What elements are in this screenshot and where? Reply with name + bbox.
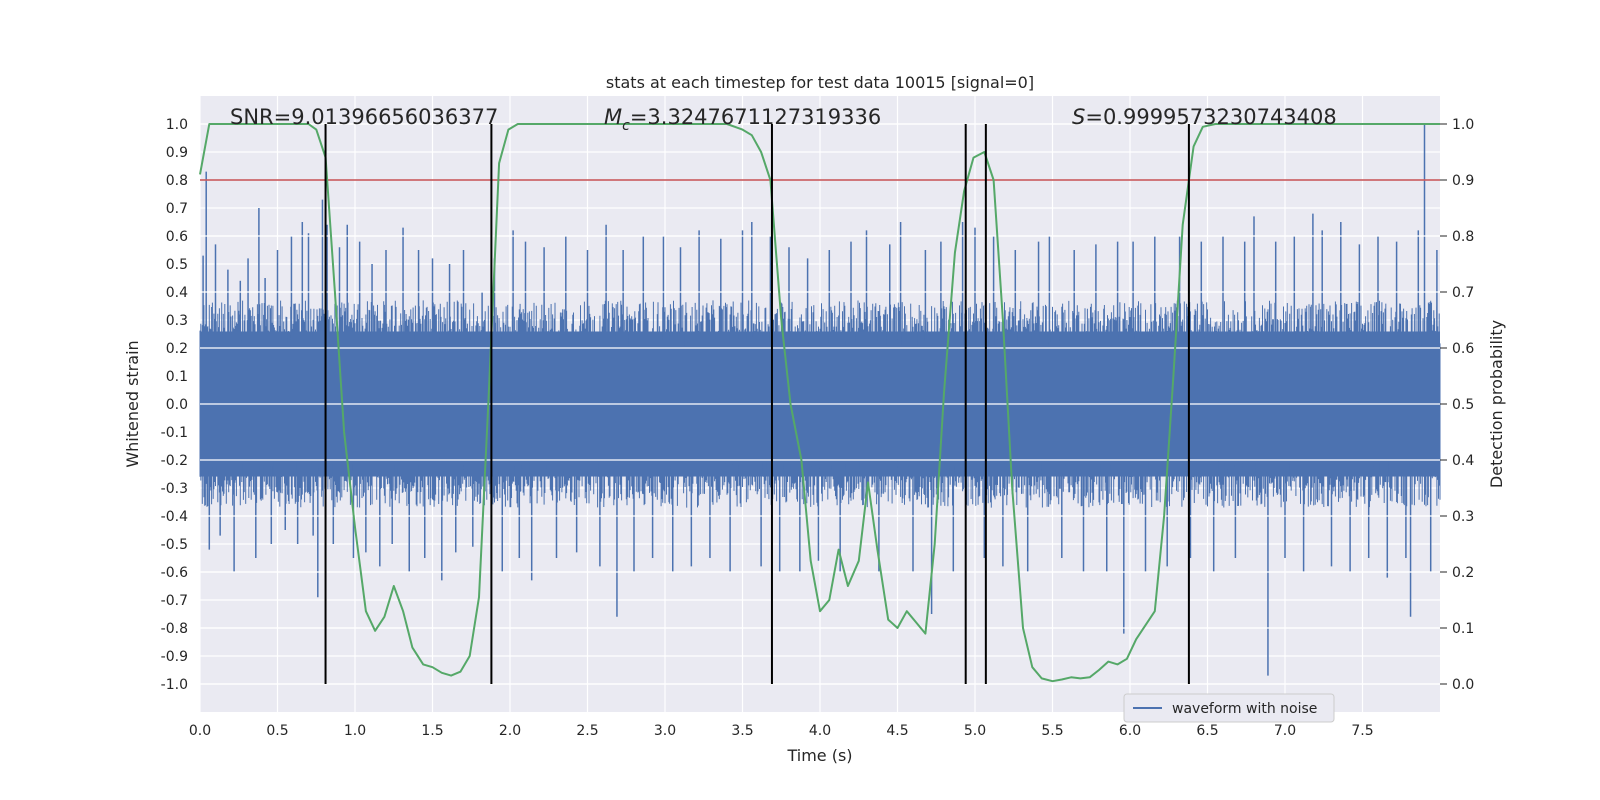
y-tick-label: 0.2	[166, 341, 188, 357]
y-tick-label: -0.8	[161, 621, 188, 637]
x-tick-label: 6.5	[1196, 723, 1218, 739]
x-tick-label: 2.0	[499, 723, 521, 739]
y2-tick-label: 0.7	[1452, 285, 1474, 301]
x-tick-label: 7.0	[1274, 723, 1296, 739]
legend: waveform with noise	[1123, 693, 1335, 723]
x-tick-label: 1.5	[421, 723, 443, 739]
y-tick-label: -1.0	[161, 677, 188, 693]
y-tick-label: 0.8	[166, 173, 188, 189]
y2-tick-label: 0.6	[1452, 341, 1474, 357]
y2-tick-label: 0.5	[1452, 397, 1474, 413]
annotation-mc-subscript: c	[622, 118, 630, 134]
x-tick-label: 3.0	[654, 723, 676, 739]
y2-tick-label: 0.8	[1452, 229, 1474, 245]
y-tick-label: -0.7	[161, 593, 188, 609]
x-tick-label: 1.0	[344, 723, 366, 739]
annotation-s-value: =0.9999573230743408	[1085, 105, 1336, 129]
y2-tick-label: 0.1	[1452, 621, 1474, 637]
y2-tick-label: 0.4	[1452, 453, 1474, 469]
x-tick-label: 4.5	[886, 723, 908, 739]
x-tick-label: 4.0	[809, 723, 831, 739]
annotation-mc-symbol: M	[604, 105, 622, 129]
y-axis-title: Whitened strain	[123, 340, 142, 467]
x-tick-label: 0.5	[266, 723, 288, 739]
y-tick-label: 1.0	[166, 117, 188, 133]
y2-axis-title: Detection probability	[1487, 320, 1506, 488]
y-tick-label: -0.3	[161, 481, 188, 497]
y-tick-label: -0.5	[161, 537, 188, 553]
annotation-s: S=0.9999573230743408	[1072, 105, 1337, 129]
x-tick-label: 5.0	[964, 723, 986, 739]
y-tick-label: 0.3	[166, 313, 188, 329]
y2-tick-label: 0.3	[1452, 509, 1474, 525]
x-tick-label: 0.0	[189, 723, 211, 739]
x-tick-label: 7.5	[1351, 723, 1373, 739]
y2-tick-label: 0.9	[1452, 173, 1474, 189]
y2-tick-label: 1.0	[1452, 117, 1474, 133]
x-tick-label: 6.0	[1119, 723, 1141, 739]
y-tick-label: 0.0	[166, 397, 188, 413]
y-tick-label: 0.5	[166, 257, 188, 273]
y-tick-label: 0.9	[166, 145, 188, 161]
detection-probability-line	[199, 123, 1440, 683]
legend-entry-waveform: waveform with noise	[1172, 701, 1317, 717]
y2-tick-label: 0.0	[1452, 677, 1474, 693]
y-tick-label: 0.4	[166, 285, 188, 301]
chart-title: stats at each timestep for test data 100…	[606, 73, 1034, 92]
y-tick-label: -0.1	[161, 425, 188, 441]
y-tick-label: 0.6	[166, 229, 188, 245]
annotation-mc-value: =3.3247671127319336	[630, 105, 881, 129]
overlay-lines	[199, 123, 1440, 684]
tick-labels: 0.0 0.5 1.0 1.5 2.0 2.5 3.0 3.5 4.0 4.5 5.0 5.5 6.0 6…	[161, 117, 1475, 739]
annotation-mc: Mc=3.3247671127319336	[604, 105, 881, 134]
x-tick-label: 5.5	[1041, 723, 1063, 739]
annotation-s-symbol: S	[1072, 105, 1085, 129]
y-tick-label: 0.1	[166, 369, 188, 385]
y-tick-label: 0.7	[166, 201, 188, 217]
legend-box	[1123, 693, 1335, 723]
y-tick-label: -0.6	[161, 565, 188, 581]
x-axis-title: Time (s)	[786, 746, 852, 765]
x-tick-label: 2.5	[576, 723, 598, 739]
annotation-snr: SNR=9.01396656036377	[230, 105, 498, 129]
x-tick-label: 3.5	[731, 723, 753, 739]
y-tick-label: -0.2	[161, 453, 188, 469]
y2-tick-label: 0.2	[1452, 565, 1474, 581]
y-tick-label: -0.9	[161, 649, 188, 665]
y-tick-label: -0.4	[161, 509, 188, 525]
